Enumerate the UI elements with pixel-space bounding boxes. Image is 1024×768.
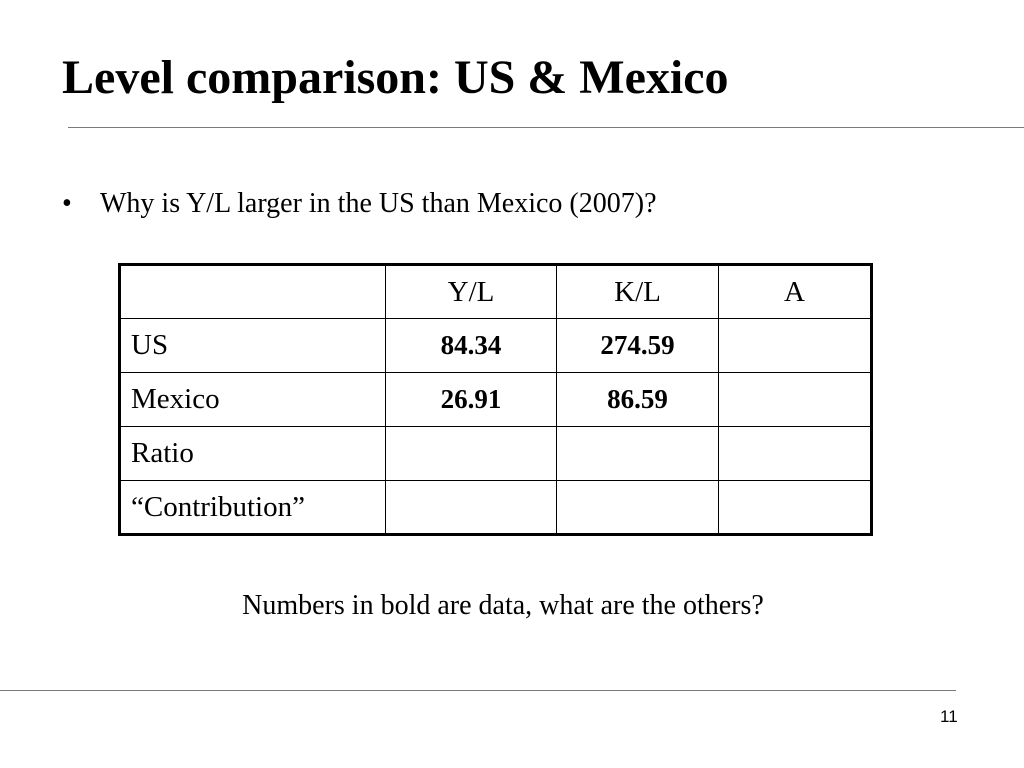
table-row-us: US 84.34 274.59	[119, 318, 872, 373]
row-label: US	[119, 318, 386, 373]
cell-a	[718, 480, 872, 535]
table-row-contribution: “Contribution”	[119, 480, 872, 535]
table-header-row: Y/L K/L A	[119, 264, 872, 319]
slide-title: Level comparison: US & Mexico	[62, 51, 729, 104]
cell-kl: 86.59	[556, 372, 719, 427]
table-row-ratio: Ratio	[119, 426, 872, 481]
cell-a	[718, 372, 872, 427]
row-label: Mexico	[119, 372, 386, 427]
page-number: 11	[940, 707, 958, 726]
footnote-text: Numbers in bold are data, what are the o…	[242, 590, 764, 621]
cell-kl	[556, 480, 719, 535]
table-row-mexico: Mexico 26.91 86.59	[119, 372, 872, 427]
bullet-item: • Why is Y/L larger in the US than Mexico…	[62, 186, 657, 222]
header-cell-blank	[119, 264, 386, 319]
header-cell-yl: Y/L	[385, 264, 557, 319]
cell-yl	[385, 426, 557, 481]
cell-yl: 84.34	[385, 318, 557, 373]
cell-a	[718, 318, 872, 373]
comparison-table: Y/L K/L A US 84.34 274.59 Mexico 26.91 8…	[118, 263, 873, 536]
row-label: Ratio	[119, 426, 386, 481]
cell-a	[718, 426, 872, 481]
row-label: “Contribution”	[119, 480, 386, 535]
cell-kl	[556, 426, 719, 481]
header-cell-kl: K/L	[556, 264, 719, 319]
cell-yl: 26.91	[385, 372, 557, 427]
footer-divider	[0, 690, 956, 691]
title-divider	[68, 127, 1024, 128]
bullet-text: Why is Y/L larger in the US than Mexico …	[100, 188, 657, 219]
bullet-icon: •	[62, 188, 72, 219]
cell-yl	[385, 480, 557, 535]
cell-kl: 274.59	[556, 318, 719, 373]
header-cell-a: A	[718, 264, 872, 319]
